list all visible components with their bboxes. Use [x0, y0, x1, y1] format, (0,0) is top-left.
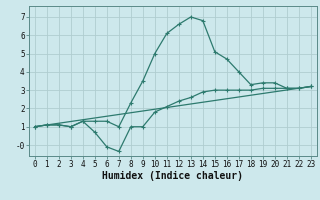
- X-axis label: Humidex (Indice chaleur): Humidex (Indice chaleur): [102, 171, 243, 181]
